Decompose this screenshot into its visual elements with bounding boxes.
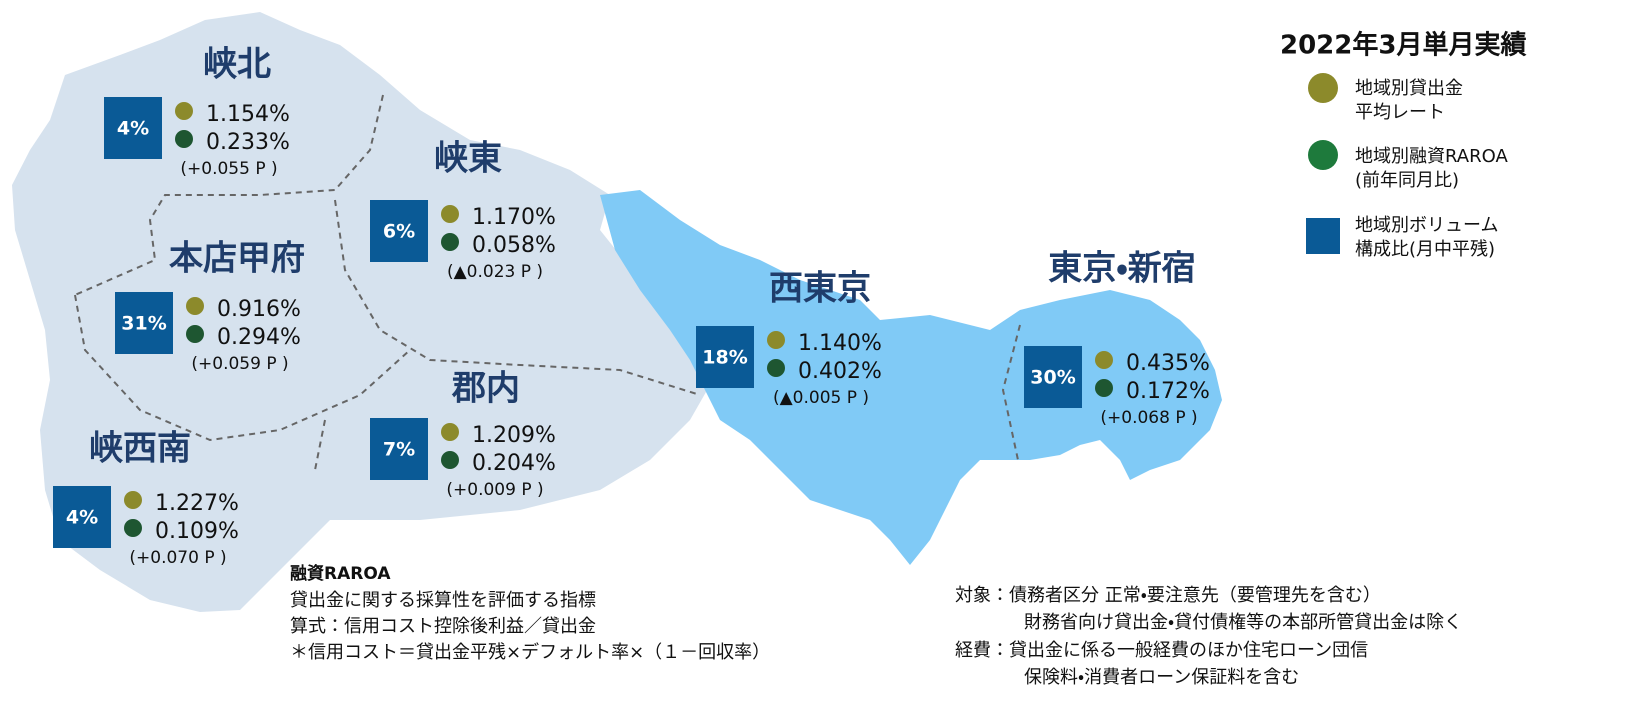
raroa-label: 0.058%	[472, 233, 556, 258]
raroa-dot	[175, 130, 193, 148]
volume-label: 4%	[117, 118, 149, 140]
region-name: 本店甲府	[169, 239, 305, 279]
legend-label: 地域別融資RAROA	[1355, 146, 1508, 167]
volume-label: 31%	[121, 313, 166, 335]
note-line: 対象：債務者区分 正常・要注意先（要管理先を含む）	[955, 585, 1381, 606]
volume-label: 4%	[66, 507, 98, 529]
region-name: 峡東	[434, 139, 502, 179]
notes-right: 対象：債務者区分 正常・要注意先（要管理先を含む） 財務省向け貸出金・貸付債権等…	[955, 585, 1462, 688]
volume-box	[115, 292, 173, 354]
change-label: (+0.009 P )	[446, 480, 543, 500]
change-label: (+0.070 P )	[129, 548, 226, 568]
rate-dot	[441, 423, 459, 441]
raroa-dot	[441, 451, 459, 469]
note-line: 経費：貸出金に係る一般経費のほか住宅ローン団信	[955, 640, 1368, 661]
rate-label: 1.170%	[472, 205, 556, 230]
raroa-dot	[124, 519, 142, 537]
volume-label: 18%	[702, 347, 747, 369]
rate-dot	[124, 491, 142, 509]
raroa-dot	[767, 359, 785, 377]
legend-label: 地域別ボリューム	[1355, 215, 1498, 236]
volume-box	[370, 200, 428, 262]
change-label: (▲0.005 P )	[773, 388, 869, 408]
note-title: 融資RAROA	[290, 564, 391, 584]
note-line: ＊信用コスト＝貸出金平残×デフォルト率×（１－回収率）	[290, 642, 770, 663]
region-name: 峡西南	[89, 429, 191, 469]
legend-swatch	[1308, 140, 1338, 170]
regions: 峡北 4% 1.154% 0.233% (+0.055 P ) 峡東 6% 1.170% 0.0…	[53, 45, 1210, 568]
note-line: 算式：信用コスト控除後利益／貸出金	[290, 616, 596, 637]
rate-label: 1.154%	[206, 102, 290, 127]
volume-box	[1024, 346, 1082, 408]
rate-dot	[186, 297, 204, 315]
note-line: 保険料・消費者ローン保証料を含む	[1024, 667, 1299, 688]
yamanashi-area	[12, 12, 710, 612]
region-name: 峡北	[203, 45, 271, 85]
boundary	[334, 199, 701, 396]
legend-label: 地域別貸出金	[1355, 78, 1463, 99]
volume-box	[370, 418, 428, 480]
rate-dot	[441, 205, 459, 223]
legend-label: 平均レート	[1355, 102, 1445, 123]
volume-label: 6%	[383, 221, 415, 243]
rate-dot	[767, 331, 785, 349]
volume-label: 30%	[1030, 367, 1075, 389]
change-label: (+0.055 P )	[180, 159, 277, 179]
rate-label: 1.227%	[155, 491, 239, 516]
volume-box	[696, 326, 754, 388]
legend-label: 構成比(月中平残)	[1355, 239, 1495, 260]
legend-swatch	[1306, 218, 1340, 254]
raroa-dot	[441, 233, 459, 251]
raroa-label: 0.233%	[206, 130, 290, 155]
tokyo-area	[600, 190, 1222, 565]
boundary	[314, 419, 326, 471]
raroa-label: 0.204%	[472, 451, 556, 476]
raroa-label: 0.402%	[798, 359, 882, 384]
rate-dot	[1095, 351, 1113, 369]
boundary	[74, 94, 384, 296]
volume-label: 7%	[383, 439, 415, 461]
raroa-label: 0.294%	[217, 325, 301, 350]
boundary	[74, 294, 411, 442]
note-line: 貸出金に関する採算性を評価する指標	[290, 590, 596, 611]
boundaries	[74, 94, 1021, 471]
note-line: 財務省向け貸出金・貸付債権等の本部所管貸出金は除く	[1024, 612, 1462, 633]
region-name: 西東京	[769, 269, 871, 309]
raroa-dot	[186, 325, 204, 343]
legend-swatch	[1308, 73, 1338, 103]
legend: 2022年3月単月実績 地域別貸出金 平均レート 地域別融資RAROA (前年同…	[1280, 30, 1526, 261]
rate-label: 1.209%	[472, 423, 556, 448]
legend-title: 2022年3月単月実績	[1280, 30, 1526, 61]
region-name: 東京・新宿	[1048, 249, 1196, 289]
change-label: (+0.059 P )	[191, 354, 288, 374]
change-label: (+0.068 P )	[1100, 408, 1197, 428]
rate-label: 1.140%	[798, 331, 882, 356]
map	[12, 12, 1222, 612]
rate-label: 0.435%	[1126, 351, 1210, 376]
raroa-dot	[1095, 379, 1113, 397]
legend-label: (前年同月比)	[1355, 170, 1459, 191]
change-label: (▲0.023 P )	[447, 262, 543, 282]
raroa-label: 0.172%	[1126, 379, 1210, 404]
region-name: 郡内	[451, 369, 520, 409]
raroa-label: 0.109%	[155, 519, 239, 544]
boundary	[1001, 324, 1021, 461]
volume-box	[53, 486, 111, 548]
rate-dot	[175, 102, 193, 120]
volume-box	[104, 97, 162, 159]
notes-left: 融資RAROA 貸出金に関する採算性を評価する指標 算式：信用コスト控除後利益／…	[290, 564, 770, 663]
rate-label: 0.916%	[217, 297, 301, 322]
